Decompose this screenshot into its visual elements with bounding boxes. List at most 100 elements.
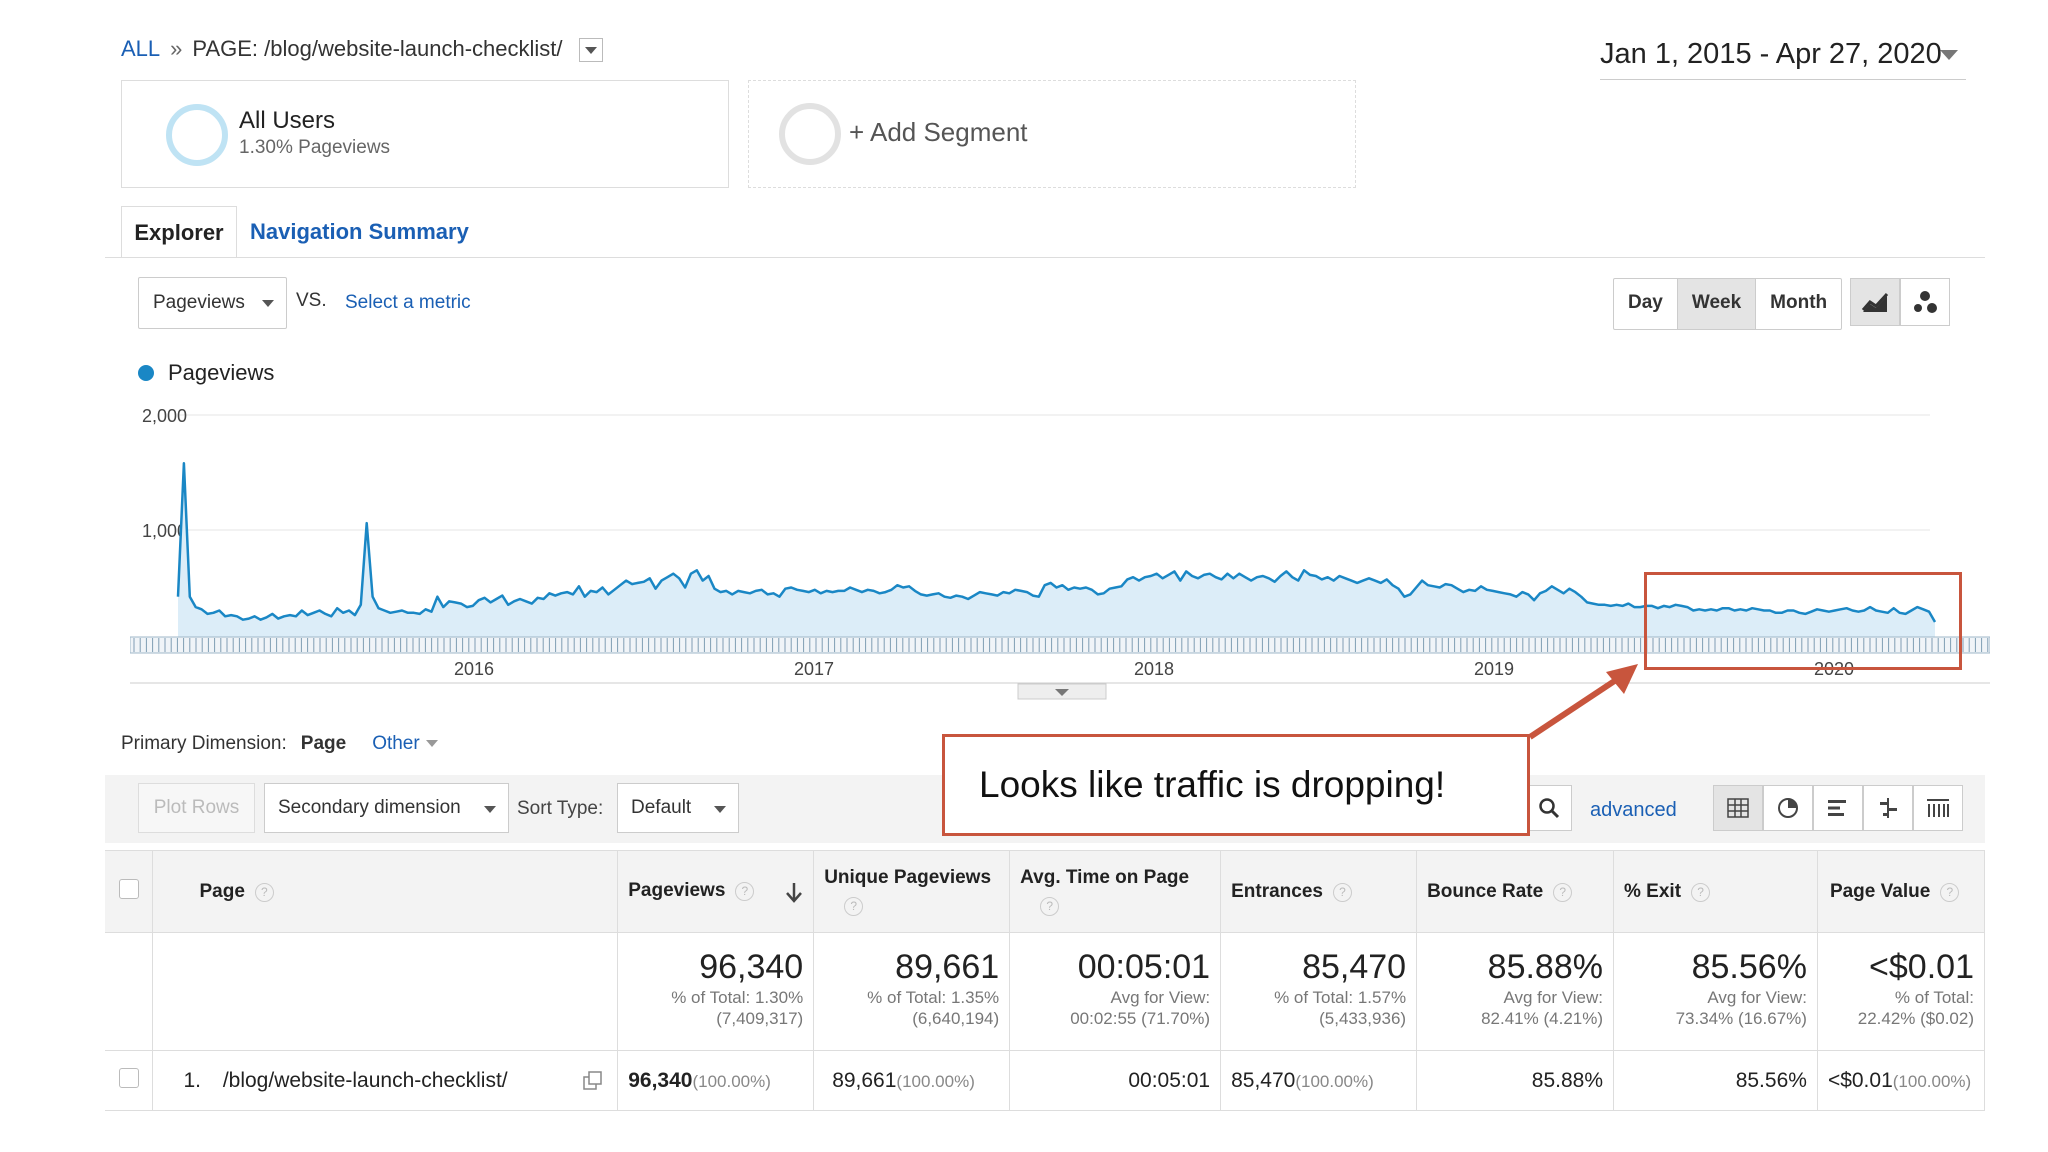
table-search-button[interactable] [1526, 785, 1572, 831]
help-icon: ? [735, 881, 755, 901]
header-bounce-label: Bounce Rate [1427, 880, 1544, 902]
totals-empty-cell [152, 932, 619, 1051]
select-metric-link[interactable]: Select a metric [345, 292, 471, 313]
header-pageviews-label: Pageviews [628, 879, 726, 901]
header-unique-label: Unique Pageviews [824, 867, 992, 888]
pivot-icon [1927, 799, 1949, 817]
total-line2: 82.41% (4.21%) [1481, 1009, 1603, 1028]
primary-dimension-other[interactable]: Other [372, 733, 420, 754]
pie-view-button[interactable] [1763, 785, 1813, 831]
secondary-dimension-select[interactable]: Secondary dimension [264, 783, 509, 833]
row-entrances: 85,470(100.00%) [1220, 1050, 1418, 1111]
breadcrumb-all-link[interactable]: ALL [121, 36, 161, 61]
plot-rows-button[interactable]: Plot Rows [138, 783, 255, 833]
row-exit: 85.56% [1613, 1050, 1818, 1111]
total-line1: % of Total: [1894, 988, 1974, 1007]
metric-select[interactable]: Pageviews [138, 277, 287, 329]
total-line1: % of Total: 1.35% [867, 988, 1000, 1007]
breadcrumb-dropdown-button[interactable] [578, 38, 603, 63]
date-range-text: Jan 1, 2015 - Apr 27, 2020 [1600, 38, 1942, 70]
row-entrances-pct: (100.00%) [1295, 1071, 1374, 1091]
total-value: 85.88% [1487, 948, 1603, 986]
total-line2: 22.42% ($0.02) [1857, 1009, 1974, 1028]
pageviews-area [178, 463, 1935, 645]
segment-all-users[interactable]: All Users 1.30% Pageviews [121, 80, 729, 188]
motion-chart-button[interactable] [1900, 278, 1950, 326]
header-bounce-rate[interactable]: Bounce Rate? [1416, 850, 1614, 933]
row-unique-value: 89,661 [832, 1068, 897, 1092]
header-unique-pageviews[interactable]: Unique Pageviews? [813, 850, 1011, 933]
table-row[interactable]: 1. /blog/website-launch-checklist/ 96,34… [105, 1050, 1986, 1111]
totals-empty-cell [105, 932, 154, 1051]
comparison-view-button[interactable] [1863, 785, 1913, 831]
help-icon: ? [1691, 882, 1711, 902]
total-line2: (6,640,194) [912, 1009, 1000, 1028]
total-line1: % of Total: 1.57% [1274, 988, 1407, 1007]
breadcrumb: ALL » PAGE: /blog/website-launch-checklist… [121, 36, 603, 63]
header-page[interactable]: Page? [152, 850, 619, 933]
primary-dimension: Primary Dimension: Page Other [121, 733, 438, 755]
tab-navigation-summary[interactable]: Navigation Summary [250, 219, 469, 244]
line-chart-button[interactable] [1850, 278, 1900, 326]
advanced-filter-link[interactable]: advanced [1590, 799, 1677, 821]
pie-chart-icon [1778, 798, 1798, 818]
date-range-picker[interactable]: Jan 1, 2015 - Apr 27, 2020 [1600, 38, 1966, 80]
bar-view-button[interactable] [1813, 785, 1863, 831]
header-exit[interactable]: % Exit? [1613, 850, 1818, 933]
select-all-checkbox[interactable] [118, 878, 139, 899]
row-unique-pct: (100.00%) [896, 1071, 975, 1091]
row-checkbox[interactable] [118, 1067, 139, 1088]
total-value: <$0.01 [1869, 948, 1974, 986]
row-value-pct: (100.00%) [1892, 1071, 1972, 1091]
primary-dimension-page[interactable]: Page [300, 733, 347, 754]
row-bounce: 85.88% [1416, 1050, 1614, 1111]
total-value: 00:05:01 [1077, 948, 1211, 986]
total-line1: Avg for View: [1503, 988, 1603, 1007]
help-icon: ? [254, 882, 274, 902]
tab-divider [105, 257, 1985, 258]
row-page-link[interactable]: /blog/website-launch-checklist/ [222, 1068, 508, 1092]
header-entrances[interactable]: Entrances? [1220, 850, 1418, 933]
open-page-icon[interactable] [583, 1070, 603, 1091]
sort-type-select[interactable]: Default [617, 783, 739, 833]
add-segment-label: + Add Segment [849, 117, 1028, 147]
table-view-toggle [1713, 785, 1963, 831]
table-view-button[interactable] [1713, 785, 1763, 831]
chevron-down-icon [1940, 50, 1958, 60]
total-line2: (5,433,936) [1319, 1009, 1407, 1028]
legend-label: Pageviews [168, 360, 275, 385]
chevron-down-icon [262, 300, 274, 307]
total-line2: 00:02:55 (71.70%) [1070, 1009, 1211, 1028]
total-unique-pageviews: 89,661 % of Total: 1.35% (6,640,194) [813, 932, 1011, 1051]
totals-row: 96,340 % of Total: 1.30% (7,409,317) 89,66… [105, 932, 1986, 1051]
header-avg-time[interactable]: Avg. Time on Page? [1009, 850, 1222, 933]
tab-explorer[interactable]: Explorer [121, 206, 237, 258]
y-tick-label: 2,000 [142, 406, 187, 426]
row-select-cell [105, 1050, 154, 1111]
total-value: 85.56% [1691, 948, 1807, 986]
total-bounce-rate: 85.88% Avg for View: 82.41% (4.21%) [1416, 932, 1614, 1051]
interval-day-button[interactable]: Day [1614, 279, 1678, 329]
header-pageviews[interactable]: Pageviews? [617, 850, 815, 933]
header-page-value[interactable]: Page Value? [1817, 850, 1986, 933]
metric-select-value: Pageviews [153, 292, 245, 313]
x-tick-label: 2018 [1134, 659, 1174, 679]
chevron-down-icon [714, 806, 726, 813]
total-line1: Avg for View: [1110, 988, 1211, 1007]
help-icon: ? [1553, 882, 1573, 902]
interval-toggle: Day Week Month [1613, 278, 1843, 330]
interval-month-button[interactable]: Month [1770, 292, 1828, 313]
total-page-value: <$0.01 % of Total: 22.42% ($0.02) [1817, 932, 1986, 1051]
sort-arrow-down-icon [786, 882, 803, 903]
term-cloud-view-button[interactable] [1913, 785, 1963, 831]
add-segment-box[interactable]: + Add Segment [748, 80, 1356, 188]
chevron-down-icon [1055, 689, 1069, 696]
interval-week-button[interactable]: Week [1677, 279, 1757, 329]
bubble-chart-icon [1914, 291, 1937, 313]
breadcrumb-page-label: PAGE: [192, 36, 259, 61]
chevron-down-icon [484, 806, 496, 813]
total-avg-time: 00:05:01 Avg for View: 00:02:55 (71.70%) [1009, 932, 1222, 1051]
row-value-value: <$0.01 [1827, 1068, 1893, 1092]
segment-title: All Users [239, 107, 336, 134]
line-chart-icon [1861, 292, 1889, 312]
